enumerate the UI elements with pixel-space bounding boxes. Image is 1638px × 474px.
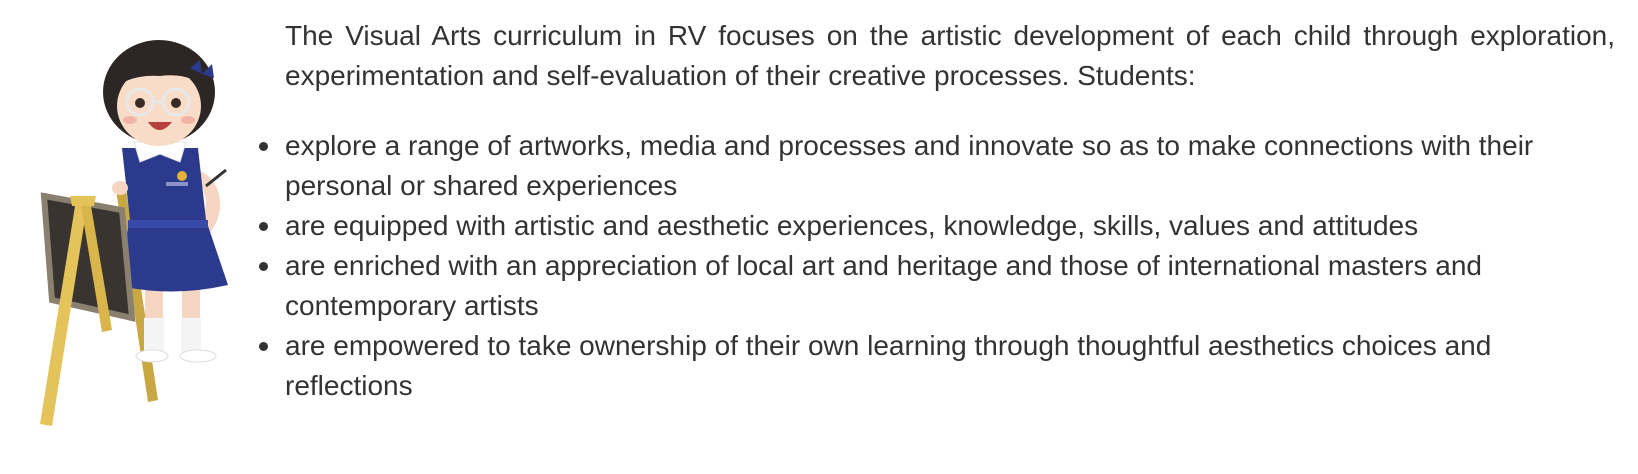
list-item-text: explore a range of artworks, media and p…	[285, 130, 1534, 201]
list-item: are enriched with an appreciation of loc…	[259, 246, 1615, 326]
girl-eye-right	[171, 98, 181, 108]
girl-hand-left	[112, 181, 128, 195]
bullet-icon	[259, 222, 268, 231]
girl-painting-illustration	[40, 40, 228, 426]
bullet-icon	[259, 342, 268, 351]
girl-cheek-left	[123, 116, 137, 124]
girl-cheek-right	[181, 116, 195, 124]
list-item: explore a range of artworks, media and p…	[259, 126, 1615, 206]
girl-eye-left	[135, 98, 145, 108]
girl-shoe-left	[135, 349, 169, 363]
list-item: are equipped with artistic and aesthetic…	[259, 206, 1615, 246]
girl-sock-right	[181, 318, 201, 352]
student-outcomes-list: explore a range of artworks, media and p…	[259, 126, 1615, 406]
girl-leg-left	[145, 285, 163, 325]
visual-arts-description: The Visual Arts curriculum in RV focuses…	[259, 16, 1615, 406]
easel-top	[70, 196, 96, 206]
girl-belt	[128, 220, 208, 228]
intro-paragraph: The Visual Arts curriculum in RV focuses…	[285, 20, 1615, 91]
girl-collar	[133, 141, 187, 163]
name-tag	[166, 182, 188, 186]
list-item: are empowered to take ownership of their…	[259, 326, 1615, 406]
list-item-text: are enriched with an appreciation of loc…	[285, 250, 1482, 321]
girl-face	[117, 66, 201, 146]
girl-mouth	[148, 122, 172, 130]
girl-arm-right	[192, 170, 221, 240]
easel-front-leg-left	[40, 200, 88, 426]
list-item-text: are equipped with artistic and aesthetic…	[285, 210, 1419, 241]
paintbrush-icon	[205, 168, 227, 188]
bullet-icon	[259, 142, 268, 151]
girl-shoe-right	[179, 349, 217, 363]
school-badge-icon	[177, 171, 187, 181]
easel-front-leg-right	[80, 200, 112, 332]
hair-bow-icon	[190, 60, 214, 78]
girl-dress	[116, 148, 228, 292]
bullet-icon	[259, 262, 268, 271]
girl-hair-fringe	[112, 44, 208, 90]
girl-leg-right	[182, 285, 200, 325]
list-item-text: are empowered to take ownership of their…	[285, 330, 1492, 401]
girl-sock-left	[144, 318, 164, 352]
